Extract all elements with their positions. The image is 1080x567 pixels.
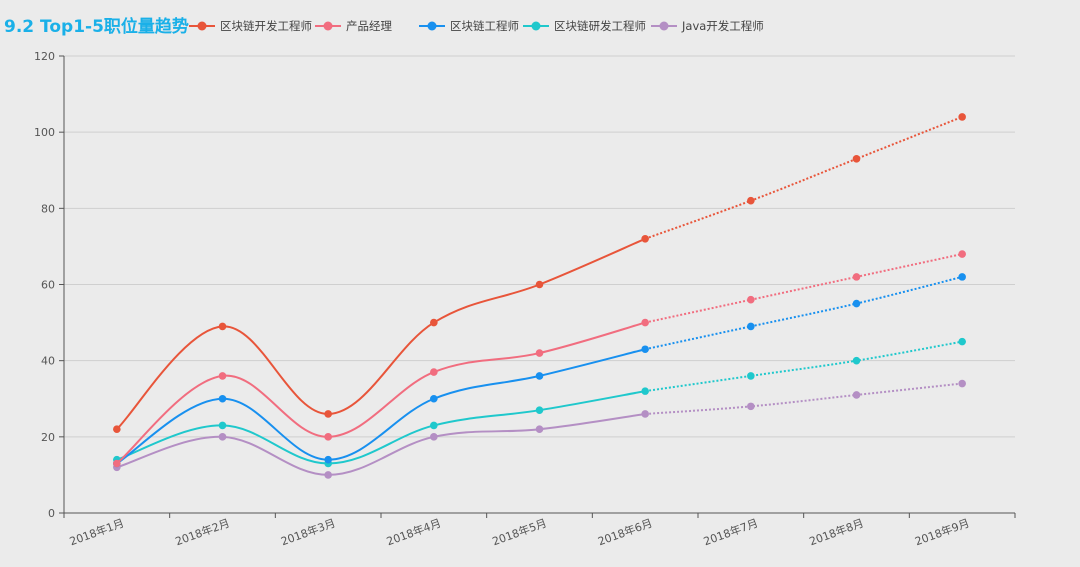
- data-point: [641, 318, 649, 327]
- series-line-actual: [116, 348, 646, 465]
- data-point: [641, 345, 649, 354]
- series-line-actual: [116, 321, 646, 465]
- legend-item[interactable]: 区块链研发工程师: [522, 16, 646, 36]
- data-point: [535, 425, 544, 434]
- data-point: [747, 372, 755, 380]
- x-axis-ticks: 2018年1月 2018年2月 2018年3月 2018年4月 2018年5月 2018年…: [63, 513, 1016, 549]
- data-point: [430, 368, 438, 376]
- data-point: [218, 421, 227, 430]
- data-point: [958, 113, 966, 121]
- data-point: [430, 394, 438, 403]
- data-point: [958, 273, 966, 281]
- data-point: [852, 356, 861, 365]
- data-point: [958, 379, 966, 388]
- data-point: [535, 406, 544, 414]
- x-tick-label: 2018年3月: [279, 516, 337, 549]
- data-point: [430, 433, 438, 441]
- y-gridlines: [64, 55, 1015, 438]
- y-tick-label: 120: [34, 50, 55, 63]
- data-point: [747, 295, 755, 304]
- data-point: [324, 471, 332, 479]
- y-tick-label: 20: [41, 431, 55, 444]
- data-point: [430, 318, 438, 327]
- y-tick-label: 100: [34, 126, 55, 139]
- x-tick-label: 2018年5月: [490, 516, 548, 549]
- x-tick-label: 2018年9月: [913, 516, 971, 549]
- data-point: [218, 372, 227, 380]
- data-point: [852, 273, 861, 281]
- data-point: [747, 402, 755, 411]
- series-line-forecast: [645, 340, 963, 393]
- data-point: [218, 433, 227, 441]
- legend-label: 区块链工程师: [450, 19, 519, 33]
- x-tick-label: 2018年6月: [596, 516, 654, 549]
- data-point: [641, 387, 649, 395]
- legend-swatch-icon: [523, 21, 549, 31]
- series-line-actual: [116, 237, 646, 430]
- y-tick-label: 80: [41, 202, 55, 215]
- data-point: [535, 372, 544, 380]
- x-tick-label: 2018年2月: [173, 516, 231, 549]
- data-point: [430, 421, 438, 430]
- data-point: [641, 235, 649, 243]
- data-point: [747, 196, 755, 205]
- chart-title: 9.2 Top1-5职位量趋势: [4, 17, 189, 37]
- series-line-actual: [116, 412, 646, 476]
- legend-swatch-icon: [189, 21, 215, 31]
- series-line-forecast: [645, 382, 963, 415]
- data-point: [113, 459, 121, 468]
- legend-item[interactable]: 区块链开发工程师: [188, 16, 312, 36]
- legend-item[interactable]: 产品经理: [314, 16, 392, 36]
- x-tick-label: 2018年4月: [385, 516, 443, 549]
- data-point: [958, 337, 966, 346]
- y-tick-label: 60: [41, 279, 55, 292]
- data-point: [535, 349, 544, 357]
- data-point: [641, 410, 649, 418]
- series-line-forecast: [644, 253, 963, 324]
- x-tick-label: 2018年8月: [807, 516, 865, 549]
- x-tick-label: 2018年7月: [702, 516, 760, 549]
- data-point: [535, 280, 544, 289]
- data-point: [218, 394, 227, 403]
- data-point: [852, 299, 861, 308]
- series-line-forecast: [644, 275, 963, 351]
- data-point: [747, 322, 755, 331]
- legend-label: 区块链研发工程师: [554, 19, 646, 33]
- data-point: [324, 433, 332, 441]
- data-point: [852, 391, 861, 399]
- legend-swatch-icon: [651, 21, 677, 31]
- data-point: [324, 455, 332, 464]
- legend-item[interactable]: 区块链工程师: [418, 16, 519, 36]
- series-1: [113, 113, 966, 434]
- data-point: [113, 425, 121, 434]
- y-axis-ticks: 0 20 40 60 80 100 120: [34, 50, 64, 520]
- data-point: [324, 410, 332, 418]
- series-2: [113, 250, 966, 468]
- data-point: [852, 155, 861, 163]
- legend-label: 产品经理: [346, 19, 392, 33]
- series-line-actual: [116, 390, 646, 465]
- data-point: [958, 250, 966, 258]
- y-tick-label: 0: [48, 507, 55, 520]
- legend-label: Java开发工程师: [682, 19, 764, 33]
- series-3: [113, 273, 966, 468]
- legend-swatch-icon: [315, 21, 341, 31]
- y-tick-label: 40: [41, 355, 55, 368]
- series-line-forecast: [644, 116, 963, 240]
- data-point: [218, 322, 227, 331]
- x-tick-label: 2018年1月: [68, 516, 126, 549]
- legend-item[interactable]: Java开发工程师: [650, 16, 764, 36]
- legend-label: 区块链开发工程师: [220, 19, 312, 33]
- legend-swatch-icon: [419, 21, 445, 31]
